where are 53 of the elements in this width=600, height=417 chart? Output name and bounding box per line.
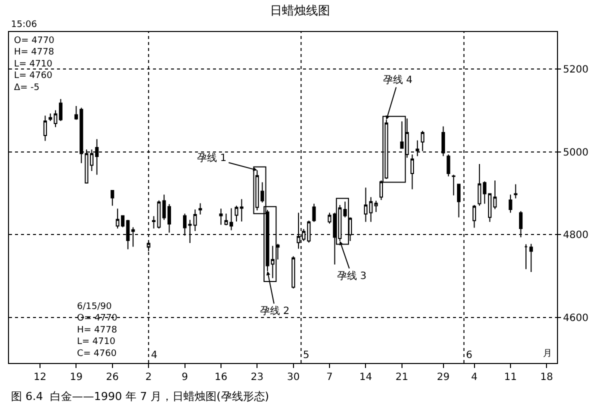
caption: 图 6.4 白金——1990 年 7 月，日蜡烛图(孕线形态): [11, 390, 270, 403]
candlestick: [508, 194, 512, 214]
x-tick-label: 21: [396, 372, 408, 383]
annotation: O= 4770 H= 4778 L= 4710 L= 4760 Δ= -5: [14, 36, 55, 93]
ref-line-label: 5: [303, 350, 310, 361]
annotation: 孕线 1: [197, 152, 227, 164]
x-tick-label: 23: [250, 372, 264, 383]
candlestick: [374, 200, 378, 212]
candlestick: [43, 115, 47, 142]
candlestick: [457, 184, 461, 218]
ref-line-label: 6: [466, 350, 472, 361]
candlestick: [410, 154, 414, 190]
candlestick: [240, 198, 244, 222]
x-tick-label: 4: [471, 372, 478, 383]
x-tick-label: 2: [145, 372, 152, 383]
x-tick-label: 26: [106, 372, 119, 383]
x-tick-label: 18: [540, 372, 554, 383]
candlestick: [48, 113, 52, 122]
candlestick: [420, 130, 424, 152]
candlestick: [193, 209, 197, 232]
candlestick: [472, 204, 476, 228]
candlestick: [478, 163, 482, 206]
candlestick: [312, 203, 316, 222]
candlestick: [110, 190, 114, 206]
candlestick: [219, 208, 223, 226]
chart-title: 日蜡烛线图: [270, 4, 330, 18]
candlestick: [452, 174, 456, 196]
x-tick-label: 30: [286, 372, 300, 383]
y-tick-label: 4600: [563, 312, 588, 324]
x-tick-label: 12: [34, 372, 46, 383]
ref-line-label: 4: [151, 350, 158, 361]
candlestick: [292, 256, 296, 290]
candlestick: [524, 244, 528, 270]
annotation: 孕线 3: [337, 270, 367, 282]
y-tick-label: 4800: [563, 230, 588, 242]
x-tick-label: 14: [359, 372, 372, 383]
annotation: 孕线 2: [260, 305, 290, 317]
annotation: 孕线 4: [383, 74, 413, 86]
x-tick-label: 9: [182, 372, 188, 383]
x-tick-label: 7: [326, 372, 333, 383]
candlestick: [234, 205, 238, 222]
x-tick-label: 19: [70, 372, 83, 383]
text: 15:06: [11, 20, 38, 30]
x-tick-label: 16: [214, 372, 228, 383]
y-tick-label: 5200: [563, 64, 588, 76]
candlestick: [446, 154, 450, 177]
candlestick: [529, 243, 533, 272]
y-tick-label: 5000: [563, 147, 588, 158]
x-tick-label: 11: [504, 372, 517, 383]
annotation: 月: [543, 349, 552, 359]
x-tick-label: 29: [436, 372, 450, 383]
candlestick: [198, 202, 202, 215]
candlestick: [514, 184, 518, 199]
